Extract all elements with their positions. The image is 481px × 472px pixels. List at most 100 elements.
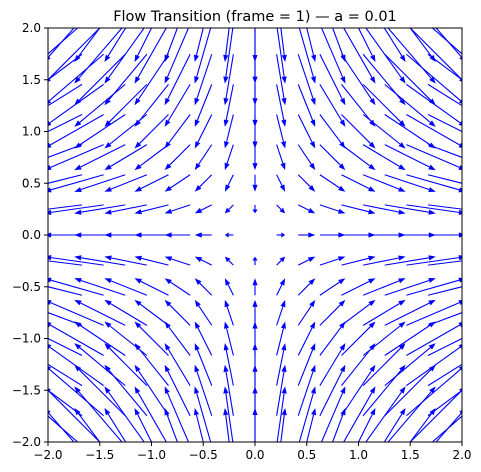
vector-arrow bbox=[164, 28, 178, 62]
vector-arrow bbox=[384, 53, 436, 106]
vector-arrow bbox=[48, 300, 104, 326]
vector-arrow bbox=[48, 388, 101, 442]
vector-arrow bbox=[276, 278, 286, 296]
vector-arrow bbox=[134, 321, 169, 356]
vector-arrow bbox=[164, 364, 191, 416]
y-tick-label: −0.5 bbox=[12, 280, 41, 294]
y-tick-label: 0.5 bbox=[22, 176, 41, 190]
vector-arrow bbox=[319, 256, 346, 266]
vector-arrow bbox=[276, 364, 287, 416]
vector-arrow bbox=[74, 174, 126, 192]
vector-arrow bbox=[104, 299, 148, 326]
vector-arrow bbox=[74, 255, 126, 266]
vector-arrow bbox=[48, 344, 104, 387]
vector-arrow bbox=[384, 174, 436, 192]
vector-arrow bbox=[276, 256, 286, 266]
vector-arrow bbox=[341, 364, 376, 417]
vector-arrow bbox=[406, 255, 462, 266]
vector-arrow bbox=[362, 83, 406, 127]
vector-arrow bbox=[224, 232, 234, 238]
vector-arrow bbox=[276, 299, 286, 326]
vector-arrow bbox=[362, 299, 406, 326]
vector-arrow bbox=[194, 28, 212, 84]
vector-arrow bbox=[384, 144, 436, 171]
vector-arrow bbox=[362, 144, 406, 171]
vector-arrow bbox=[224, 299, 234, 326]
vector-arrow bbox=[362, 53, 406, 106]
vector-arrow bbox=[406, 174, 462, 193]
vector-arrow bbox=[276, 232, 286, 238]
vector-arrow bbox=[384, 204, 436, 215]
vector-arrow bbox=[104, 204, 147, 215]
vector-arrow bbox=[297, 174, 316, 192]
vector-arrow bbox=[384, 299, 436, 326]
vector-arrow bbox=[134, 114, 169, 149]
vector-arrow bbox=[297, 278, 316, 296]
vector-arrow bbox=[104, 255, 147, 266]
vector-arrow bbox=[320, 28, 346, 84]
vector-arrow bbox=[134, 299, 169, 326]
vector-arrow bbox=[384, 343, 436, 387]
vector-arrow bbox=[384, 83, 436, 127]
x-tick-label: 0.0 bbox=[245, 448, 264, 462]
vector-arrow bbox=[319, 343, 346, 386]
vector-arrow bbox=[427, 389, 462, 417]
vector-arrow bbox=[341, 84, 376, 127]
vector-arrow bbox=[362, 321, 406, 356]
vector-arrow bbox=[223, 408, 230, 442]
vector-arrow bbox=[74, 278, 126, 296]
vector-arrow bbox=[74, 321, 126, 356]
vector-arrow bbox=[104, 174, 148, 192]
x-tick-label: 2.0 bbox=[452, 448, 471, 462]
vector-arrow bbox=[276, 343, 287, 386]
vector-arrow bbox=[431, 28, 462, 55]
vector-arrow bbox=[362, 174, 406, 192]
vector-arrow bbox=[320, 386, 346, 442]
vector-arrow bbox=[384, 278, 436, 296]
vector-arrow bbox=[48, 204, 83, 210]
x-tick-label: −1.5 bbox=[85, 448, 114, 462]
vector-arrow bbox=[332, 28, 346, 62]
vector-arrow bbox=[383, 28, 406, 62]
vector-arrow bbox=[252, 204, 258, 214]
vector-arrow bbox=[164, 28, 190, 84]
vector-arrow bbox=[194, 299, 213, 326]
vector-arrow bbox=[194, 84, 213, 127]
vector-arrow bbox=[306, 408, 317, 442]
vector-arrow bbox=[48, 337, 83, 356]
vector-arrow bbox=[74, 408, 101, 442]
vector-arrow bbox=[48, 174, 104, 193]
vector-arrow bbox=[276, 204, 286, 214]
vector-arrow bbox=[406, 83, 462, 126]
vector-arrow bbox=[134, 408, 153, 442]
vector-arrow bbox=[435, 28, 462, 60]
vector-arrow bbox=[224, 321, 234, 356]
vector-arrow bbox=[276, 54, 287, 106]
vector-arrow bbox=[104, 408, 127, 442]
vector-arrow bbox=[406, 114, 462, 148]
vector-arrow bbox=[427, 312, 462, 326]
vector-arrow bbox=[409, 28, 436, 62]
vector-arrow bbox=[298, 256, 316, 266]
vector-arrow bbox=[252, 174, 258, 192]
vector-arrow bbox=[48, 83, 104, 126]
vector-arrow bbox=[74, 83, 126, 127]
vector-arrow bbox=[384, 364, 436, 417]
vector-arrow bbox=[134, 174, 169, 192]
vector-arrow bbox=[276, 28, 287, 84]
vector-arrow bbox=[164, 343, 191, 386]
vector-arrow bbox=[48, 114, 83, 133]
vector-arrow bbox=[341, 343, 376, 386]
vector-arrow bbox=[319, 84, 346, 127]
vector-arrow bbox=[224, 114, 234, 149]
vector-arrow bbox=[164, 299, 191, 326]
vector-arrow bbox=[387, 386, 436, 442]
vector-arrow bbox=[276, 174, 286, 192]
vector-arrow bbox=[194, 144, 213, 171]
vector-arrow bbox=[363, 204, 406, 215]
vector-arrow bbox=[164, 114, 191, 149]
vector-arrow bbox=[276, 386, 287, 442]
vector-arrow bbox=[406, 53, 462, 104]
vector-arrow bbox=[194, 386, 212, 442]
vector-arrow bbox=[409, 408, 436, 442]
